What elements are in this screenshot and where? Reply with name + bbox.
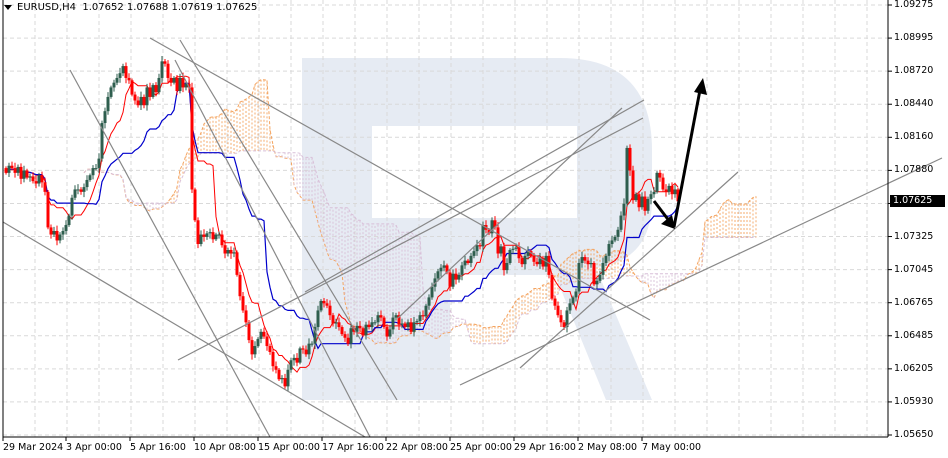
- price-tick-label: 1.07325: [894, 230, 934, 242]
- trendline[interactable]: [519, 171, 739, 369]
- trendline[interactable]: [177, 117, 644, 361]
- forecast-arrows: [652, 78, 707, 229]
- price-tick-label: 1.06205: [894, 362, 934, 374]
- price-tick-label: 1.08440: [894, 98, 934, 110]
- trendline[interactable]: [174, 59, 371, 438]
- dropdown-triangle-icon[interactable]: [4, 4, 12, 10]
- price-tick-label: 1.05930: [894, 395, 934, 407]
- current-price-tag: 1.07625: [890, 194, 945, 207]
- price-tick-label: 1.08160: [894, 131, 934, 143]
- trendline[interactable]: [179, 39, 398, 401]
- time-tick-label: 10 Apr 08:00: [194, 442, 256, 453]
- trendline[interactable]: [304, 99, 645, 293]
- price-tick-label: 1.06485: [894, 329, 934, 341]
- axis-ticks: [2, 4, 892, 441]
- price-tick-label: 1.05650: [894, 429, 934, 440]
- forecast-arrow-up: [672, 89, 702, 228]
- time-tick-label: 5 Apr 16:00: [130, 442, 186, 453]
- trendlines[interactable]: [2, 37, 943, 438]
- candles: [4, 56, 680, 392]
- symbol-label: EURUSD,H4: [17, 2, 77, 13]
- time-tick-label: 7 May 00:00: [642, 442, 702, 453]
- time-tick-label: 22 Apr 08:00: [386, 442, 448, 453]
- low-value: 1.07619: [171, 2, 213, 13]
- time-tick-label: 25 Apr 00:00: [450, 442, 512, 453]
- open-value: 1.07652: [82, 2, 124, 13]
- chart-header: EURUSD,H4 1.07652 1.07688 1.07619 1.0762…: [4, 2, 257, 13]
- price-tick-label: 1.09275: [894, 0, 934, 10]
- time-tick-label: 17 Apr 16:00: [322, 442, 384, 453]
- price-tick-label: 1.08720: [894, 65, 934, 77]
- price-tick-label: 1.07880: [894, 164, 934, 176]
- arrowhead-icon: [661, 215, 675, 229]
- close-value: 1.07625: [216, 2, 258, 13]
- trendline[interactable]: [2, 221, 366, 438]
- high-value: 1.07688: [126, 2, 169, 13]
- trendline[interactable]: [69, 69, 271, 438]
- price-tick-label: 1.07045: [894, 263, 934, 275]
- forecast-arrow-down: [652, 200, 672, 223]
- ichimoku-cloud: [83, 79, 757, 345]
- trendline[interactable]: [397, 107, 623, 319]
- time-tick-label: 2 May 08:00: [578, 442, 638, 453]
- trendline[interactable]: [149, 37, 651, 321]
- price-tick-label: 1.06765: [894, 296, 934, 308]
- time-tick-label: 29 Apr 16:00: [514, 442, 576, 453]
- arrowhead-icon: [694, 78, 707, 95]
- time-tick-label: 15 Apr 00:00: [258, 442, 320, 453]
- time-tick-label: 3 Apr 00:00: [66, 442, 122, 453]
- price-tick-label: 1.08995: [894, 32, 934, 44]
- time-tick-label: 29 Mar 2024: [3, 442, 64, 453]
- trendline[interactable]: [459, 157, 943, 386]
